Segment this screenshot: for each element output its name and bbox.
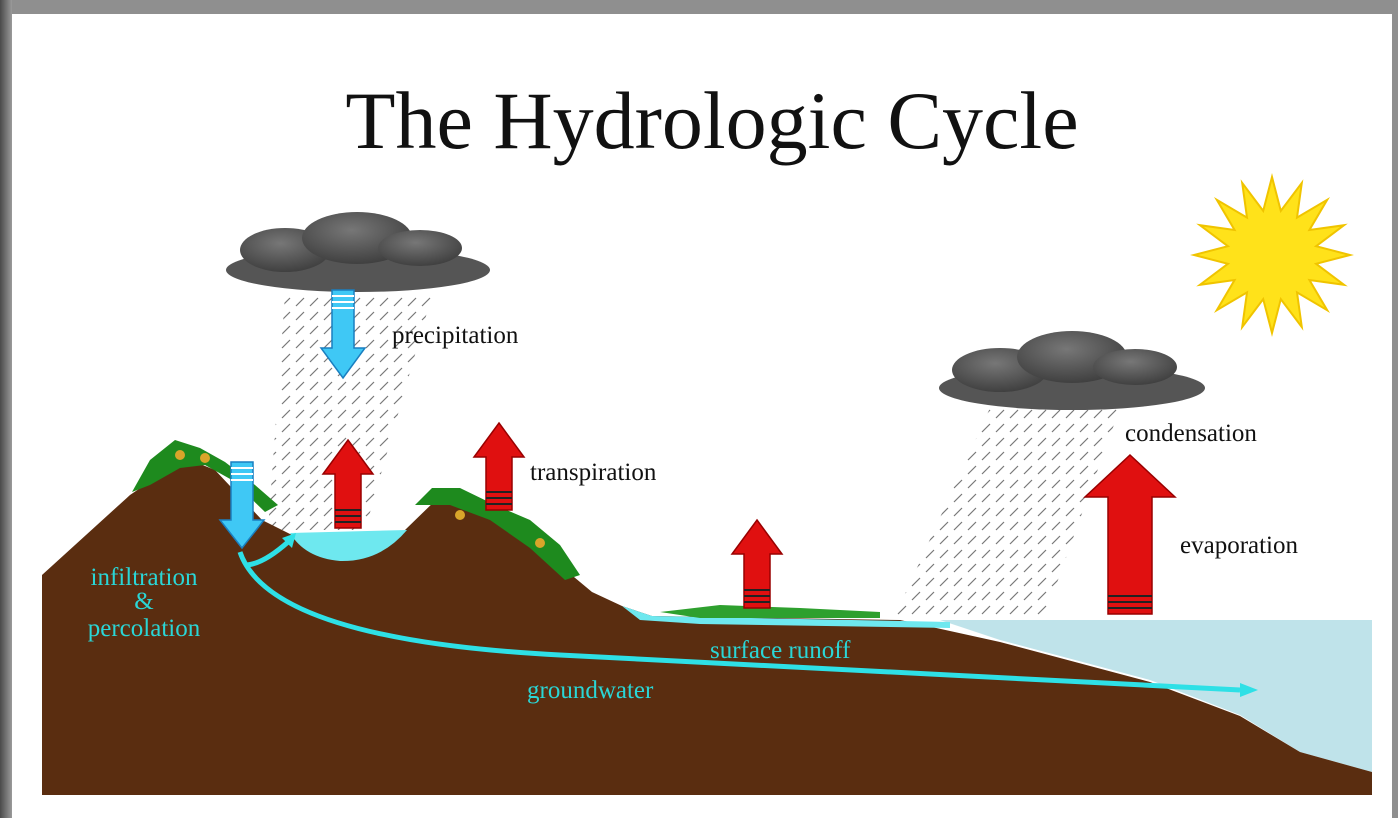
label: groundwater: [527, 677, 654, 704]
label: evaporation: [1180, 532, 1299, 559]
label: precipitation: [392, 322, 519, 349]
label: infiltration: [91, 564, 198, 591]
label: percolation: [88, 615, 201, 642]
frame-top: [0, 0, 1398, 14]
label: &: [134, 588, 153, 615]
diagram: The Hydrologic Cycle precipitation tra: [0, 0, 1398, 818]
title: The Hydrologic Cycle: [345, 75, 1078, 166]
label: transpiration: [530, 459, 657, 486]
frame-left: [0, 0, 12, 818]
frame-right: [1392, 0, 1398, 818]
label: condensation: [1125, 420, 1257, 447]
label: surface runoff: [710, 637, 851, 664]
sun: [1194, 177, 1350, 333]
